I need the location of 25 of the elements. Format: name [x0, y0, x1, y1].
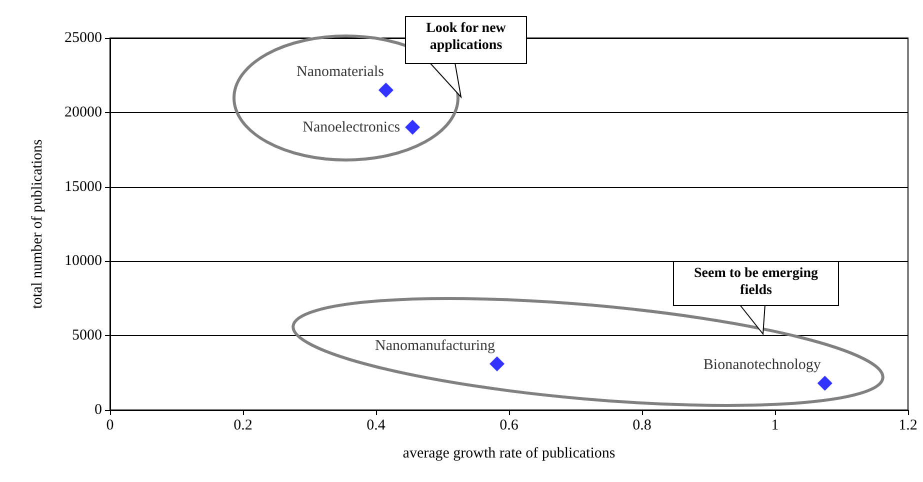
x-tick-label: 1.2 — [898, 418, 918, 434]
annotation: Look for new applications — [405, 16, 527, 64]
x-tick-label: 1 — [771, 418, 779, 434]
x-tick-label: 0.4 — [366, 418, 386, 434]
x-tick-label: 0 — [106, 418, 114, 434]
series-label: Bionanotechnology — [703, 357, 822, 374]
series-label: Nanoelectronics — [302, 119, 400, 136]
point — [378, 82, 394, 98]
y-tick-label: 0 — [94, 402, 102, 418]
point — [817, 376, 832, 391]
x-tick-label: 0.6 — [500, 418, 519, 434]
x-tick-label: 0.8 — [632, 418, 652, 434]
y-tick-label: 25000 — [64, 30, 102, 46]
x-axis-title: average growth rate of publications — [402, 446, 616, 462]
point — [405, 120, 420, 135]
y-tick-label: 15000 — [64, 178, 102, 195]
x-tick-label: 0.2 — [234, 418, 252, 434]
y-axis-title: total number of publications — [30, 139, 46, 309]
annotation: Seem to be emerging fields — [673, 261, 839, 306]
series-label: Nanomaterials — [296, 64, 384, 80]
y-tick-label: 10000 — [64, 253, 102, 270]
y-tick-label: 20000 — [64, 104, 102, 120]
point — [490, 356, 505, 372]
y-tick-label: 5000 — [72, 328, 102, 344]
series-label: Nanomanufacturing — [375, 338, 496, 354]
